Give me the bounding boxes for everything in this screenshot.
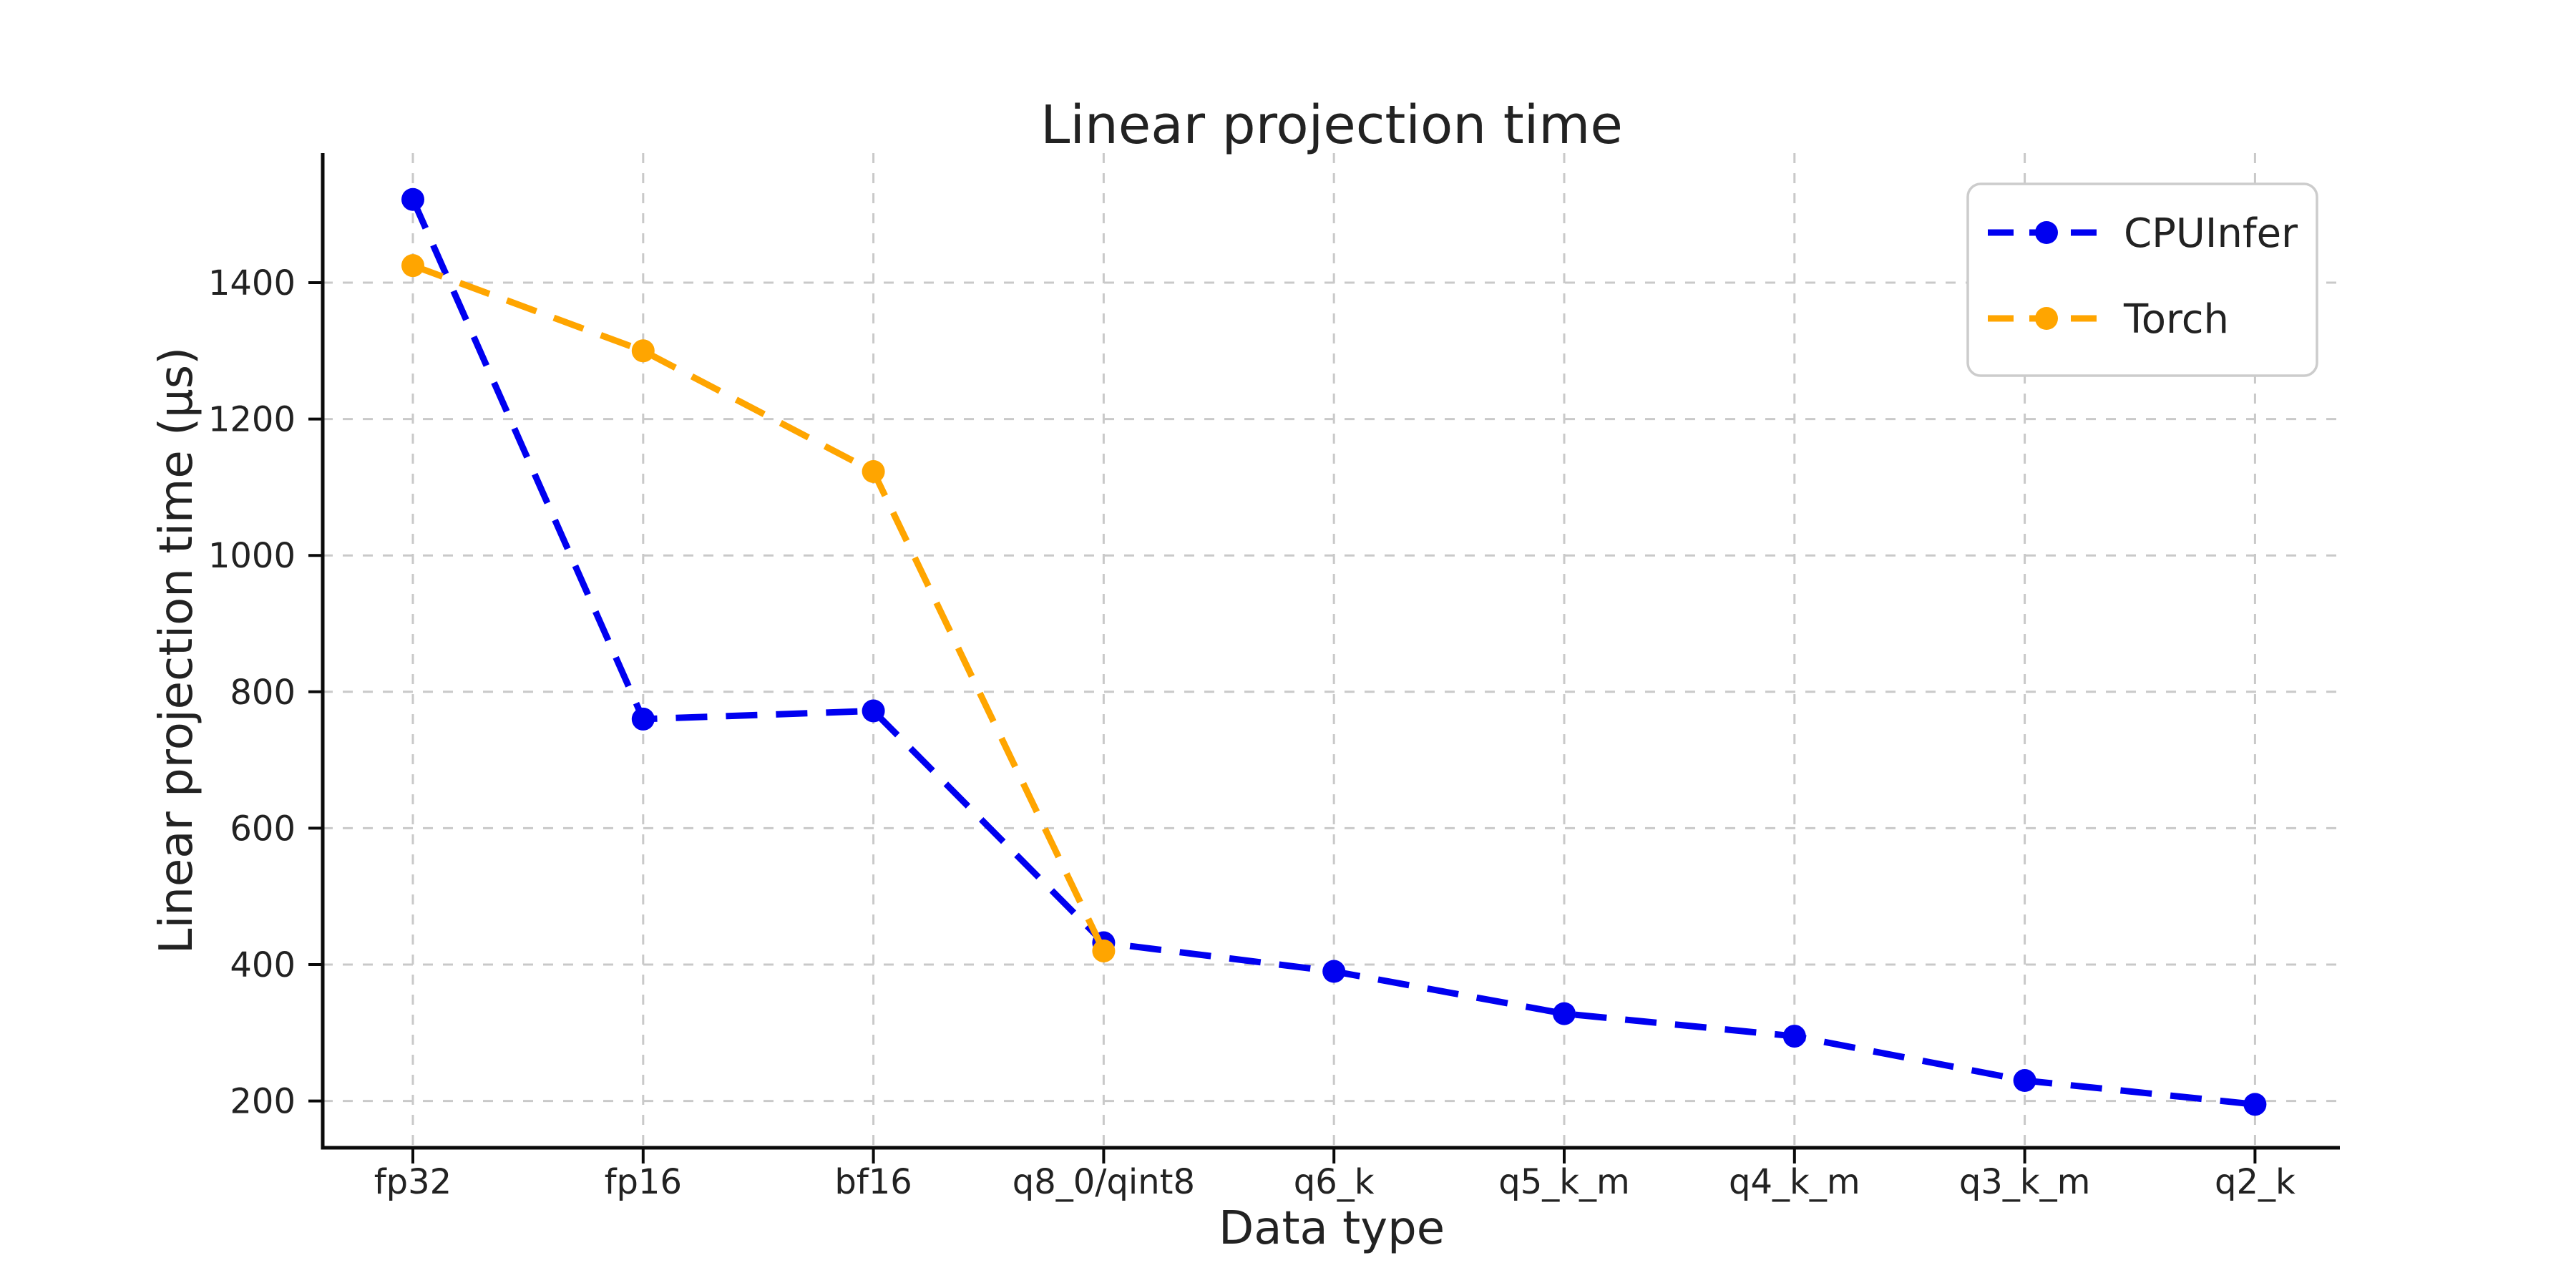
axes-spines — [321, 153, 2340, 1150]
data-point-marker — [1782, 1025, 1806, 1048]
series-layer — [401, 187, 2267, 1116]
data-point-marker — [2013, 1069, 2036, 1093]
x-tick-label: q6_k — [1294, 1162, 1375, 1202]
data-point-marker — [1553, 1002, 1576, 1025]
legend-entry-label: CPUInfer — [2124, 210, 2298, 257]
series-line-torch — [411, 262, 1107, 952]
x-tick-label: q4_k_m — [1729, 1162, 1860, 1202]
x-tick-label: q2_k — [2215, 1162, 2296, 1202]
y-tick-label: 800 — [230, 673, 296, 713]
y-tick-label: 400 — [230, 945, 296, 985]
data-point-marker — [631, 339, 655, 363]
y-tick-label: 1400 — [208, 263, 296, 303]
data-point-marker — [1322, 960, 1346, 983]
x-tick-label: q5_k_m — [1498, 1162, 1630, 1202]
y-tick-labels: 200 400 600 800 1000 1200 1400 — [208, 263, 296, 1122]
legend: CPUInfer Torch — [1966, 182, 2318, 377]
x-tick-label: q3_k_m — [1959, 1162, 2091, 1202]
x-axis-label: Data type — [1219, 1202, 1445, 1255]
y-tick-label: 600 — [230, 809, 296, 849]
x-tick-label: bf16 — [834, 1162, 912, 1202]
x-tick-label: fp32 — [374, 1162, 452, 1202]
x-tick-label: fp16 — [605, 1162, 682, 1202]
data-point-marker — [862, 699, 885, 723]
x-tick-labels: fp32 fp16 bf16 q8_0/qint8 q6_k q5_k_m q4_k_m q3… — [374, 1162, 2296, 1202]
y-axis-label: Linear projection time (μs) — [150, 347, 203, 954]
data-point-marker — [2243, 1093, 2267, 1116]
legend-entry-label: Torch — [2123, 296, 2229, 343]
y-tick-label: 1000 — [208, 536, 296, 576]
data-point-marker — [401, 254, 424, 278]
axis-ticks — [308, 281, 2257, 1163]
data-point-marker — [631, 707, 655, 731]
data-point-marker — [1092, 939, 1116, 962]
legend-entry-marker — [2035, 307, 2058, 330]
data-point-marker — [401, 187, 424, 211]
chart-title: Linear projection time — [1040, 94, 1623, 156]
y-tick-label: 1200 — [208, 400, 296, 440]
y-tick-label: 200 — [230, 1082, 296, 1122]
legend-entry-marker — [2035, 221, 2058, 244]
data-point-marker — [862, 459, 885, 483]
x-tick-label: q8_0/qint8 — [1013, 1162, 1195, 1202]
